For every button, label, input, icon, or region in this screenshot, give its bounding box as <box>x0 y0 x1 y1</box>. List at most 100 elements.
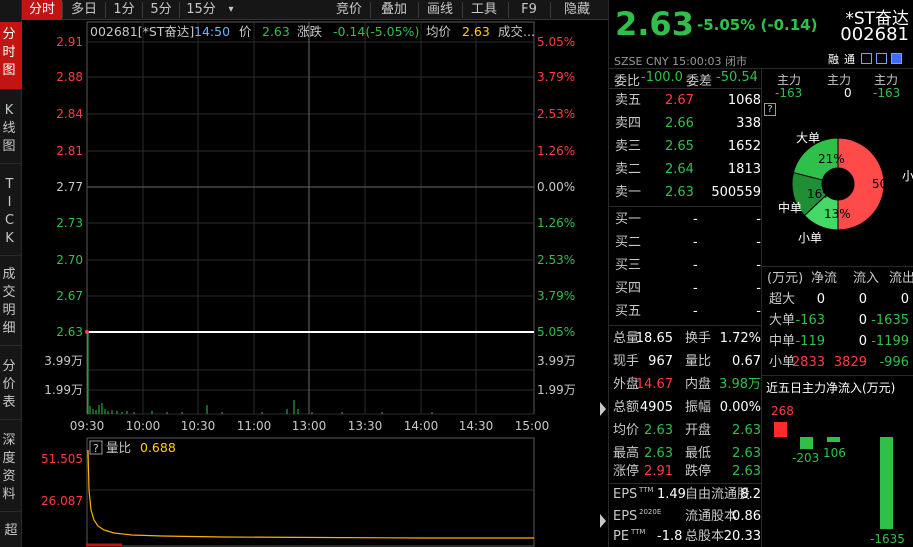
time-tick: 11:00 <box>237 419 272 433</box>
stats-row: 总额 4905 振幅 0.00% <box>613 400 761 415</box>
donut-label-small-right: 小单 <box>902 169 913 183</box>
collapse-right-icon-lower[interactable] <box>600 514 606 528</box>
period-intraday-button[interactable]: 分时 <box>22 0 62 20</box>
ob-price: - <box>693 304 698 319</box>
add-icon[interactable] <box>891 53 902 64</box>
five-day-bar <box>774 422 787 437</box>
donut-pct: 21% <box>818 152 845 166</box>
fin-row: EPS TTM 1.49 自由流通股 8.2 <box>613 486 761 502</box>
donut-label-mid: 中单 <box>778 200 802 215</box>
mainforce-help-icon[interactable]: ? <box>764 103 776 116</box>
time-tick: 10:30 <box>181 419 216 433</box>
hide-button[interactable]: 隐藏 <box>563 2 590 17</box>
ob-volume: - <box>756 258 761 273</box>
price-tick: 2.77 <box>56 180 83 194</box>
weicha-label: 委差 <box>686 74 713 89</box>
edit-icon[interactable] <box>861 53 872 64</box>
right-percent-axis: 5.05% 3.79% 2.53% 1.26% 0.00% 1.26% 2.53… <box>537 35 576 397</box>
volume-tick: 3.99万 <box>537 354 576 368</box>
period-5min-button[interactable]: 5分 <box>150 2 172 17</box>
ratio-help-icon[interactable] <box>89 440 103 455</box>
mainforce-value: -163 <box>775 86 803 100</box>
time-tick: 09:30 <box>70 419 105 433</box>
flow-table-header: (万元) 净流 流入 流出 <box>767 271 913 286</box>
price-change: -5.05% (-0.14) <box>697 16 818 34</box>
ob-volume: 1068 <box>727 93 761 108</box>
ob-price: 2.65 <box>665 139 694 154</box>
chart-stock-code: 002681[*ST奋达] <box>90 24 194 39</box>
mainforce-value: 0 <box>844 86 852 100</box>
ob-price: 2.63 <box>665 185 694 200</box>
price-tick: 2.63 <box>56 325 83 339</box>
time-tick: 13:30 <box>348 419 383 433</box>
tab-depth-info[interactable]: 深度资料 <box>0 428 22 512</box>
tools-button[interactable]: 工具 <box>470 2 497 17</box>
five-day-label: 268 <box>771 404 794 418</box>
period-1min-button[interactable]: 1分 <box>113 2 135 17</box>
period-dropdown-icon[interactable]: ▾ <box>228 4 234 15</box>
intraday-chart-svg: 002681[*ST奋达] 14:50 价 2.63 涨跌 -0.14(-5.0… <box>22 20 608 547</box>
price-tick: 2.84 <box>56 107 83 121</box>
ob-label: 买一 <box>615 212 642 227</box>
ob-volume: - <box>756 281 761 296</box>
percent-tick: 3.79% <box>537 70 575 84</box>
orderbook-row: 买四 - - <box>615 277 761 300</box>
orderbook-row: 买二 - - <box>615 231 761 254</box>
ob-volume: 338 <box>736 116 761 131</box>
time-axis: 09:30 10:00 10:30 11:00 13:00 13:30 14:0… <box>70 419 550 433</box>
orderbook-row: 买五 - - <box>615 300 761 323</box>
donut-slice-small-in <box>837 137 885 231</box>
ob-label: 卖一 <box>615 185 642 200</box>
left-price-axis: 2.91 2.88 2.84 2.81 2.77 2.73 2.70 2.67 … <box>44 35 83 397</box>
period-multiday-button[interactable]: 多日 <box>70 2 97 17</box>
tab-price-table-label: 分价表 <box>2 359 20 410</box>
weibi-value: -100.0 <box>641 70 683 85</box>
collapse-right-icon[interactable] <box>600 402 606 416</box>
ratio-panel-frame <box>86 437 535 547</box>
tab-fenshi-label: 分时图 <box>2 27 20 78</box>
ratio-tick: 51.505 <box>41 452 83 466</box>
ratio-help-icon-label: ? <box>93 442 99 455</box>
ob-label: 买五 <box>615 304 642 319</box>
tab-price-table[interactable]: 分价表 <box>0 354 22 420</box>
mainforce-header: 主力 <box>874 73 899 87</box>
draw-line-button[interactable]: 画线 <box>426 2 453 17</box>
fin-row: PE TTM -1.8 总股本 20.33 <box>613 528 761 544</box>
five-day-label: 106 <box>823 446 846 460</box>
period-15min-button[interactable]: 15分 <box>186 2 216 17</box>
alert-icon[interactable] <box>876 53 887 64</box>
tab-more[interactable]: 超 <box>0 518 22 547</box>
f9-button[interactable]: F9 <box>521 2 537 17</box>
connect-tag: 通 <box>844 53 855 66</box>
mainforce-header: 主力 <box>777 73 802 87</box>
ratio-value: 0.688 <box>140 440 176 455</box>
exchange-status: SZSE CNY 15:00:03 闭市 <box>614 55 747 68</box>
stats-row: 最高 2.63 最低 2.63 <box>613 446 761 461</box>
chart-toolbar: 分时 多日 1分 5分 15分 ▾ 竞价 叠加 画线 工具 F9 隐藏 <box>22 0 608 20</box>
time-tick: 14:30 <box>459 419 494 433</box>
five-day-label: -203 <box>792 451 820 465</box>
stats-row: 涨停 2.91 跌停 2.63 <box>613 464 761 479</box>
volume-tick: 1.99万 <box>537 383 576 397</box>
chart-avg-value: 2.63 <box>462 24 490 39</box>
ob-volume: 1652 <box>727 139 761 154</box>
intraday-chart[interactable]: 002681[*ST奋达] 14:50 价 2.63 涨跌 -0.14(-5.0… <box>22 20 608 547</box>
chart-change-value: -0.14(-5.05%) <box>333 24 419 39</box>
ob-price: - <box>693 258 698 273</box>
ob-price: - <box>693 212 698 227</box>
price-tick: 2.67 <box>56 289 83 303</box>
tab-trade-detail[interactable]: 成交明细 <box>0 262 22 346</box>
time-tick: 13:00 <box>292 419 327 433</box>
stats-row: 外盘 14.67 内盘 3.98万 <box>613 377 761 392</box>
tab-fenshi[interactable]: 分时图 <box>0 22 22 90</box>
ob-volume: 500559 <box>711 185 761 200</box>
price-tick: 2.70 <box>56 253 83 267</box>
overlay-button[interactable]: 叠加 <box>380 2 407 17</box>
auction-button[interactable]: 竞价 <box>335 2 362 17</box>
ob-volume: 1813 <box>727 162 761 177</box>
percent-tick: 5.05% <box>537 325 575 339</box>
